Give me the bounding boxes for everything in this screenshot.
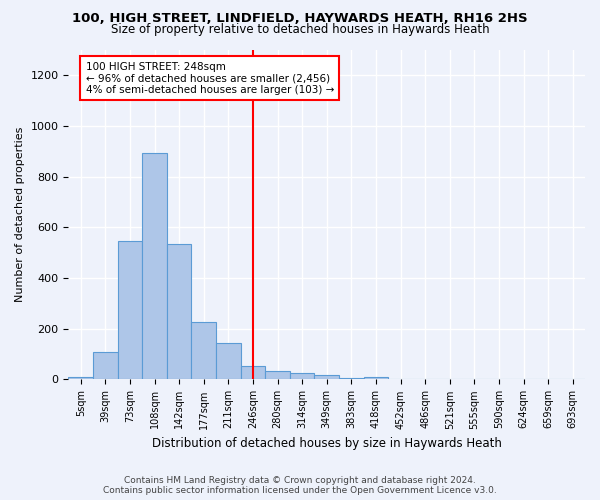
Bar	[118, 240, 142, 380]
Bar	[216, 343, 241, 380]
Text: Size of property relative to detached houses in Haywards Heath: Size of property relative to detached ho…	[110, 22, 490, 36]
Bar	[93, 352, 118, 380]
Bar	[339, 378, 364, 380]
Bar	[290, 373, 314, 380]
X-axis label: Distribution of detached houses by size in Haywards Heath: Distribution of detached houses by size …	[152, 437, 502, 450]
Bar	[265, 370, 290, 380]
Bar	[142, 153, 167, 380]
Text: Contains HM Land Registry data © Crown copyright and database right 2024.
Contai: Contains HM Land Registry data © Crown c…	[103, 476, 497, 495]
Bar	[314, 375, 339, 380]
Text: 100, HIGH STREET, LINDFIELD, HAYWARDS HEATH, RH16 2HS: 100, HIGH STREET, LINDFIELD, HAYWARDS HE…	[72, 12, 528, 26]
Y-axis label: Number of detached properties: Number of detached properties	[15, 127, 25, 302]
Bar	[68, 377, 93, 380]
Bar	[364, 377, 388, 380]
Bar	[191, 322, 216, 380]
Bar	[241, 366, 265, 380]
Text: 100 HIGH STREET: 248sqm
← 96% of detached houses are smaller (2,456)
4% of semi-: 100 HIGH STREET: 248sqm ← 96% of detache…	[86, 62, 334, 94]
Bar	[167, 244, 191, 380]
